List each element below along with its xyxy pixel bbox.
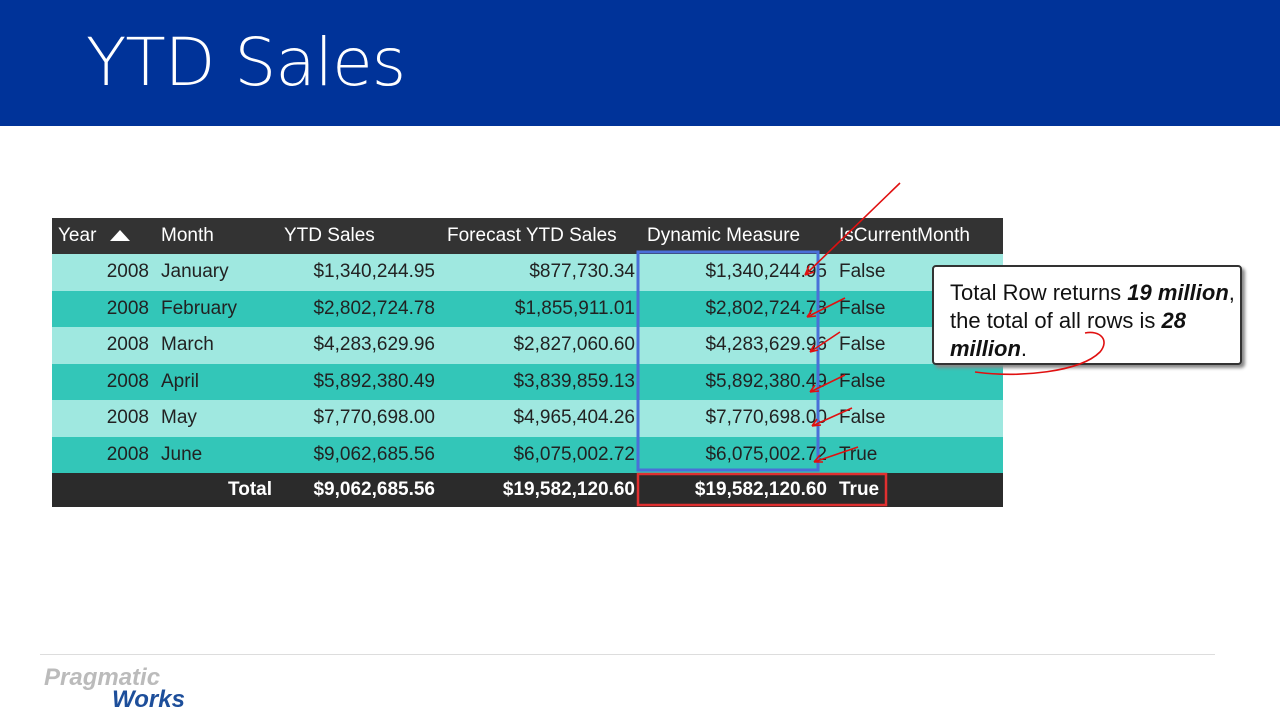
header-row: Year Month YTD Sales Forecast YTD Sales Dyna… <box>52 218 1003 254</box>
table-row: 2008 February $2,802,724.78 $1,855,911.01 $2… <box>52 290 1003 327</box>
table-cell: $4,283,629.96 <box>641 327 833 364</box>
logo-text: Works <box>112 686 185 713</box>
table-cell: 2008 <box>52 254 155 291</box>
table-cell: $7,770,698.00 <box>641 400 833 437</box>
table-cell: $877,730.34 <box>441 254 641 291</box>
column-header: Year <box>52 218 155 254</box>
column-header: Forecast YTD Sales <box>441 218 641 254</box>
table-cell: False <box>833 363 1003 400</box>
table-row: 2008 January $1,340,244.95 $877,730.34 $1,34… <box>52 254 1003 291</box>
table-cell: 2008 <box>52 436 155 473</box>
logo-text: Pragmatic <box>44 664 161 691</box>
total-row: Total $9,062,685.56 $19,582,120.60 $19,582,… <box>52 473 1003 507</box>
table-cell: False <box>833 400 1003 437</box>
table-cell: $2,802,724.78 <box>278 290 441 327</box>
table-body: 2008 January $1,340,244.95 $877,730.34 $1,34… <box>52 254 1003 507</box>
column-header: Dynamic Measure <box>641 218 833 254</box>
table-cell: 2008 <box>52 327 155 364</box>
total-cell: True <box>833 473 1003 507</box>
table-cell: $1,855,911.01 <box>441 290 641 327</box>
column-header: IsCurrentMonth <box>833 218 1003 254</box>
column-header: Month <box>155 218 278 254</box>
table-row: 2008 April $5,892,380.49 $3,839,859.13 $5,89… <box>52 363 1003 400</box>
table-cell: May <box>155 400 278 437</box>
callout-text: 19 million <box>1127 280 1229 305</box>
callout-text: . <box>1020 336 1028 361</box>
table-cell: January <box>155 254 278 291</box>
callout-text: Total Row returns <box>950 280 1128 305</box>
table-cell: $2,827,060.60 <box>441 327 641 364</box>
table-cell: $1,340,244.95 <box>641 254 833 291</box>
table-cell: $9,062,685.56 <box>278 436 441 473</box>
table-cell: April <box>155 363 278 400</box>
table-cell: $1,340,244.95 <box>278 254 441 291</box>
table-row: 2008 June $9,062,685.56 $6,075,002.72 $6,075… <box>52 436 1003 473</box>
callout-text: , the total of all rows is <box>950 280 1235 333</box>
table-cell: $7,770,698.00 <box>278 400 441 437</box>
table-cell: $6,075,002.72 <box>441 436 641 473</box>
footer-rule <box>40 654 1215 655</box>
table-cell: $5,892,380.49 <box>641 363 833 400</box>
table-cell: June <box>155 436 278 473</box>
total-cell: $19,582,120.60 <box>641 473 833 507</box>
title-banner <box>0 0 1280 126</box>
total-cell: Total <box>52 473 278 507</box>
slide-title: YTD Sales <box>86 24 406 101</box>
total-cell: $19,582,120.60 <box>441 473 641 507</box>
table-cell: True <box>833 436 1003 473</box>
table-cell: $4,283,629.96 <box>278 327 441 364</box>
table-cell: $5,892,380.49 <box>278 363 441 400</box>
table-cell: 2008 <box>52 400 155 437</box>
table-cell: 2008 <box>52 290 155 327</box>
table-cell: $3,839,859.13 <box>441 363 641 400</box>
data-table: Year Month YTD Sales Forecast YTD Sales Dyna… <box>52 218 1003 507</box>
table-cell: $4,965,404.26 <box>441 400 641 437</box>
callout: Total Row returns 19 million, the total … <box>932 265 1242 365</box>
table-cell: 2008 <box>52 363 155 400</box>
column-header: YTD Sales <box>278 218 441 254</box>
table-cell: $6,075,002.72 <box>641 436 833 473</box>
table-row: 2008 March $4,283,629.96 $2,827,060.60 $4,28… <box>52 327 1003 364</box>
total-cell: $9,062,685.56 <box>278 473 441 507</box>
table-cell: February <box>155 290 278 327</box>
table-cell: March <box>155 327 278 364</box>
table-cell: $2,802,724.78 <box>641 290 833 327</box>
table-row: 2008 May $7,770,698.00 $4,965,404.26 $7,770,… <box>52 400 1003 437</box>
